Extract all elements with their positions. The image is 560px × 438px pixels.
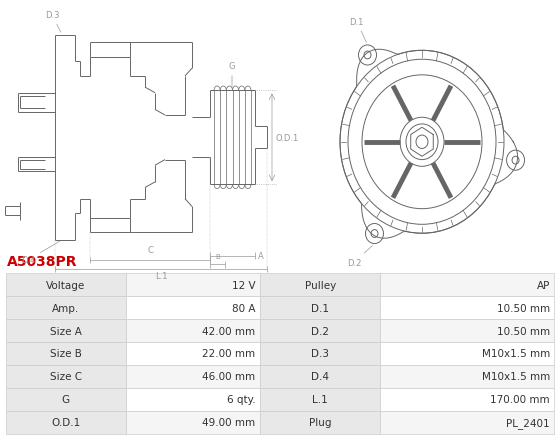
Text: 49.00 mm: 49.00 mm	[202, 417, 255, 427]
Text: Voltage: Voltage	[46, 280, 86, 290]
Text: D.1: D.1	[311, 303, 329, 313]
Text: Size B: Size B	[50, 349, 82, 359]
Bar	[126, 319, 260, 342]
Text: D.4: D.4	[21, 242, 59, 265]
Bar	[380, 365, 554, 388]
Text: L.1: L.1	[155, 272, 167, 280]
Bar	[380, 274, 554, 297]
Bar	[126, 365, 260, 388]
Text: Size A: Size A	[50, 326, 82, 336]
Text: AP: AP	[536, 280, 550, 290]
Bar	[6, 342, 126, 365]
Bar	[6, 319, 126, 342]
Bar	[260, 297, 380, 319]
Text: 170.00 mm: 170.00 mm	[491, 394, 550, 404]
Text: Size C: Size C	[50, 371, 82, 381]
Text: D.3: D.3	[311, 349, 329, 359]
Bar	[126, 297, 260, 319]
Text: PL_2401: PL_2401	[506, 417, 550, 427]
Bar	[126, 342, 260, 365]
Text: A5038PR: A5038PR	[7, 254, 77, 268]
Bar	[380, 342, 554, 365]
Bar	[6, 297, 126, 319]
Text: Pulley: Pulley	[305, 280, 336, 290]
Text: D.2: D.2	[347, 246, 372, 267]
Text: Plug: Plug	[309, 417, 332, 427]
Bar	[260, 274, 380, 297]
Bar	[260, 388, 380, 411]
Text: C: C	[147, 246, 153, 255]
Bar	[260, 342, 380, 365]
Text: D.4: D.4	[311, 371, 329, 381]
Text: 22.00 mm: 22.00 mm	[202, 349, 255, 359]
Bar	[380, 411, 554, 434]
Text: M10x1.5 mm: M10x1.5 mm	[482, 371, 550, 381]
Bar	[260, 365, 380, 388]
Text: D.1: D.1	[349, 18, 366, 43]
Text: M10x1.5 mm: M10x1.5 mm	[482, 349, 550, 359]
Text: D.3: D.3	[45, 11, 61, 33]
Text: 12 V: 12 V	[232, 280, 255, 290]
Text: G: G	[62, 394, 70, 404]
Bar	[126, 411, 260, 434]
Text: 10.50 mm: 10.50 mm	[497, 303, 550, 313]
Text: D.2: D.2	[311, 326, 329, 336]
Bar	[380, 388, 554, 411]
Bar	[260, 411, 380, 434]
Bar	[6, 274, 126, 297]
Text: A: A	[258, 251, 264, 261]
Text: 42.00 mm: 42.00 mm	[202, 326, 255, 336]
Text: 80 A: 80 A	[232, 303, 255, 313]
Bar	[126, 388, 260, 411]
Text: Amp.: Amp.	[52, 303, 80, 313]
Text: B: B	[215, 253, 220, 259]
Text: G: G	[228, 62, 235, 88]
Text: 46.00 mm: 46.00 mm	[202, 371, 255, 381]
Bar	[380, 297, 554, 319]
Text: 6 qty.: 6 qty.	[227, 394, 255, 404]
Bar	[6, 365, 126, 388]
Text: 10.50 mm: 10.50 mm	[497, 326, 550, 336]
Bar	[260, 319, 380, 342]
Bar	[6, 411, 126, 434]
Bar	[6, 388, 126, 411]
Text: O.D.1: O.D.1	[275, 134, 298, 142]
Bar	[380, 319, 554, 342]
Bar	[126, 274, 260, 297]
Text: L.1: L.1	[312, 394, 328, 404]
Text: O.D.1: O.D.1	[51, 417, 81, 427]
